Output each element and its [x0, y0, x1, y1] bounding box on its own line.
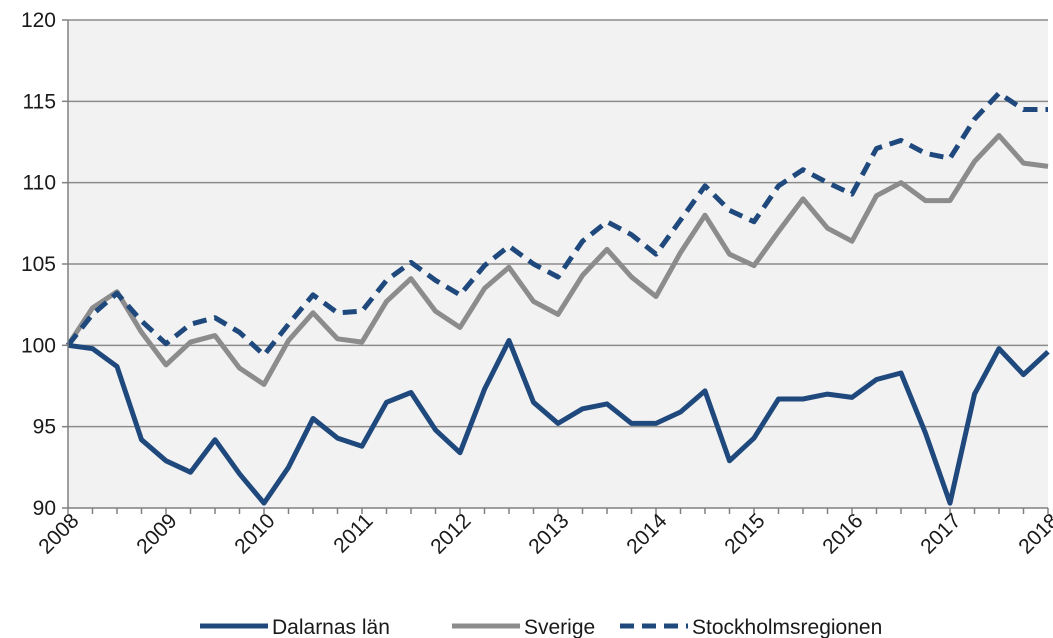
x-tick-label: 2011 [329, 509, 377, 557]
x-tick-label: 2012 [426, 509, 475, 558]
y-tick-label: 120 [21, 9, 56, 32]
series-line-dalarnas-ln [67, 338, 1050, 506]
x-tick-label: 2016 [818, 509, 867, 558]
x-tick-label: 2009 [132, 509, 181, 558]
x-tick-label: 2018 [1014, 509, 1053, 558]
series-line-sverige [65, 133, 1049, 387]
y-axis-ticks: 90 95 100 105 110 115 120 [21, 9, 68, 520]
x-tick-label: 2014 [622, 509, 672, 559]
y-tick-label: 115 [23, 90, 56, 113]
x-tick-label: 2013 [524, 509, 573, 558]
legend: Dalarnas län Sverige Stockholmsregionen [200, 616, 882, 638]
series-layer [65, 90, 1050, 506]
series-line-stockholmsregionen [66, 90, 1048, 358]
x-tick-label: 2017 [916, 509, 965, 558]
legend-label: Stockholmsregionen [692, 616, 882, 638]
y-tick-label: 90 [33, 497, 56, 520]
legend-label: Dalarnas län [272, 616, 390, 638]
y-tick-label: 95 [33, 416, 56, 439]
x-tick-label: 2015 [720, 509, 769, 558]
x-axis-ticks: 2008 2009 2010 2011 2012 2013 2014 2015 2016 2017… [34, 508, 1053, 559]
x-tick-label: 2010 [230, 509, 279, 558]
y-tick-label: 110 [23, 172, 56, 195]
gridlines [68, 19, 1048, 428]
legend-label: Sverige [524, 616, 595, 638]
y-tick-label: 100 [21, 334, 56, 357]
y-tick-label: 105 [21, 253, 56, 276]
